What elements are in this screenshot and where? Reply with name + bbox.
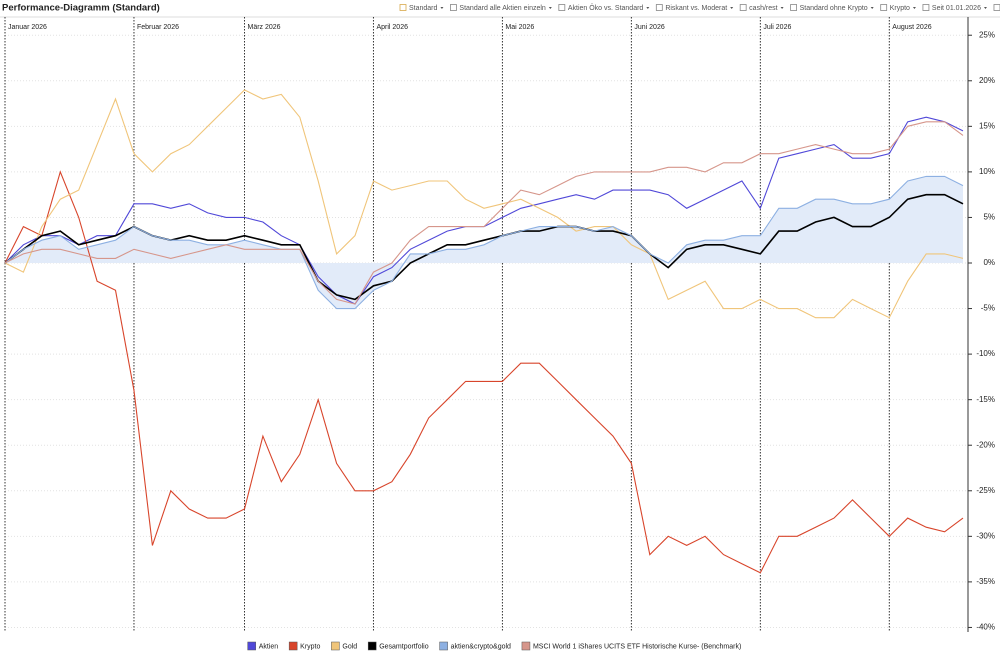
legend-item[interactable]: Gesamtportfolio bbox=[367, 641, 429, 651]
legend-swatch bbox=[367, 641, 377, 651]
dropdown-arrow bbox=[548, 7, 552, 9]
y-tick-label: 0% bbox=[983, 258, 995, 267]
y-tick-label: 10% bbox=[979, 167, 995, 176]
toolbar-item[interactable]: Aktien Öko vs. Standard bbox=[558, 4, 650, 12]
legend-label: Gold bbox=[342, 643, 357, 650]
y-tick-label: -5% bbox=[981, 304, 995, 313]
legend-swatch bbox=[247, 641, 256, 651]
toolbar-label: cash/rest bbox=[749, 5, 777, 12]
chart-title: Performance-Diagramm (Standard) bbox=[2, 3, 160, 14]
toolbar-icon bbox=[450, 4, 457, 11]
y-tick-label: -25% bbox=[976, 486, 995, 495]
toolbar-label: Riskant vs. Moderat bbox=[665, 5, 727, 12]
y-tick-label: -35% bbox=[976, 577, 995, 586]
toolbar-item[interactable]: Standard bbox=[399, 4, 444, 12]
x-tick-label: August 2026 bbox=[892, 24, 931, 31]
x-tick-label: Juni 2026 bbox=[634, 24, 664, 31]
legend-item[interactable]: aktien&crypto&gold bbox=[439, 641, 511, 651]
toolbar-icon bbox=[558, 4, 566, 11]
dropdown-arrow bbox=[912, 7, 916, 9]
toolbar-item[interactable]: Riskant vs. Moderat bbox=[655, 4, 734, 12]
toolbar-icon bbox=[922, 4, 930, 11]
y-tick-label: -40% bbox=[976, 623, 995, 632]
x-tick-label: Februar 2026 bbox=[137, 24, 179, 31]
legend-swatch bbox=[439, 641, 448, 651]
x-tick-label: April 2026 bbox=[376, 24, 408, 31]
toolbar-label: Aktien Öko vs. Standard bbox=[568, 4, 644, 12]
toolbar-label: Krypto bbox=[890, 5, 910, 12]
toolbar-label: Standard ohne Krypto bbox=[800, 5, 868, 12]
toolbar-item[interactable]: Seit 01.01.2026 bbox=[922, 4, 987, 12]
toolbar-label: Standard bbox=[409, 5, 438, 12]
toolbar-label: Seit 01.01.2026 bbox=[932, 5, 981, 12]
dropdown-arrow bbox=[870, 7, 874, 9]
dropdown-arrow bbox=[646, 7, 650, 9]
dropdown-arrow bbox=[780, 7, 784, 9]
legend-label: Krypto bbox=[300, 643, 320, 650]
dropdown-arrow bbox=[730, 7, 734, 9]
grid: 25% 20% 15% 10% 5% 0% -5% -10% -15% -20% -25% -30% -… bbox=[4, 17, 995, 632]
y-tick-label: 15% bbox=[979, 121, 995, 130]
toolbar: Standard Standard alle Aktien einzeln Akti… bbox=[399, 4, 1000, 12]
legend-swatch bbox=[521, 641, 531, 651]
series-line bbox=[4, 170, 964, 574]
series-line bbox=[4, 89, 964, 319]
toolbar-item[interactable]: Krypto bbox=[880, 4, 916, 12]
legend-label: MSCI World 1 iShares UCITS ETF Historisc… bbox=[533, 643, 741, 650]
toolbar-icon bbox=[739, 4, 747, 11]
legend-item[interactable]: Gold bbox=[331, 641, 357, 651]
toolbar-icon bbox=[399, 4, 407, 11]
series-line bbox=[4, 175, 964, 310]
dropdown-arrow bbox=[440, 7, 444, 9]
x-tick-label: Juli 2026 bbox=[763, 24, 791, 31]
toolbar-icon bbox=[790, 4, 797, 11]
x-tick-label: Mai 2026 bbox=[505, 24, 534, 31]
y-tick-label: -10% bbox=[976, 349, 995, 358]
y-tick-label: -30% bbox=[976, 531, 995, 540]
plot bbox=[4, 89, 964, 574]
y-tick-label: -20% bbox=[976, 440, 995, 449]
legend-item[interactable]: Krypto bbox=[288, 641, 320, 651]
legend: Aktien Krypto Gold Gesamtportfolio aktien&cr… bbox=[247, 641, 741, 651]
legend-swatch bbox=[331, 641, 340, 651]
legend-label: aktien&crypto&gold bbox=[451, 643, 511, 650]
x-tick-label: März 2026 bbox=[248, 24, 281, 31]
y-tick-label: 25% bbox=[979, 30, 995, 39]
y-tick-label: 5% bbox=[983, 213, 995, 222]
toolbar-item[interactable]: Standard alle Aktien einzeln bbox=[450, 4, 552, 12]
x-tick-label: Januar 2026 bbox=[8, 24, 47, 31]
legend-swatch bbox=[288, 641, 298, 651]
legend-label: Aktien bbox=[259, 643, 279, 650]
toolbar-icon bbox=[880, 4, 888, 11]
legend-item[interactable]: Aktien bbox=[247, 641, 279, 651]
toolbar-label: Standard alle Aktien einzeln bbox=[459, 5, 545, 12]
series-line bbox=[4, 121, 964, 305]
toolbar-item[interactable]: cash/rest bbox=[739, 4, 784, 12]
toolbar-icon bbox=[655, 4, 663, 11]
legend-item[interactable]: MSCI World 1 iShares UCITS ETF Historisc… bbox=[521, 641, 741, 651]
y-tick-label: 20% bbox=[979, 76, 995, 85]
toolbar-item[interactable]: Standard ohne Krypto bbox=[790, 4, 874, 12]
legend-label: Gesamtportfolio bbox=[379, 643, 429, 650]
dropdown-arrow bbox=[983, 7, 987, 9]
y-tick-label: -15% bbox=[976, 395, 995, 404]
